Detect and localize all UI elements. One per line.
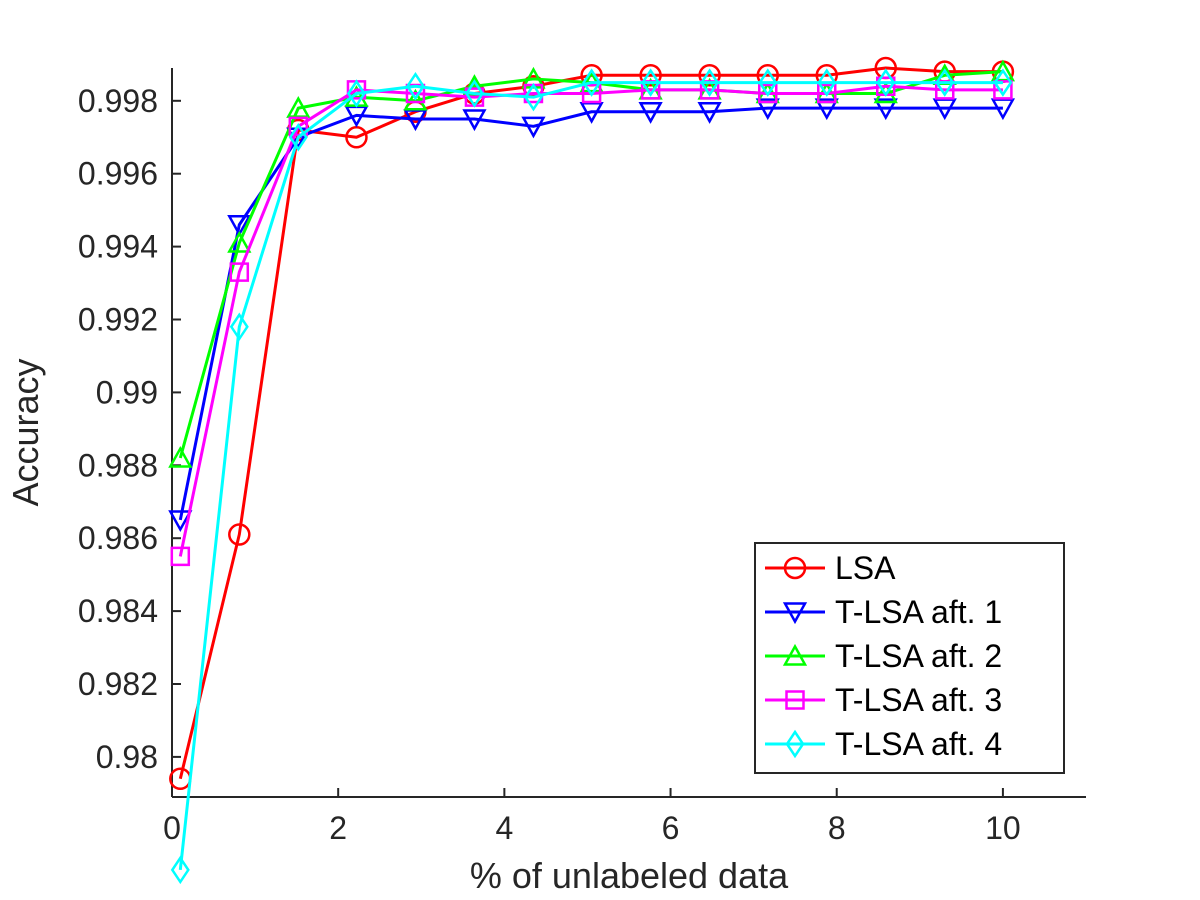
data-point: [697, 101, 722, 124]
legend-marker: [782, 643, 808, 666]
data-point: [521, 66, 546, 89]
x-tick-label: 8: [828, 810, 846, 846]
legend-item: T-LSA aft. 4: [765, 726, 1002, 762]
series-layer: [168, 56, 1016, 885]
series-2: [168, 98, 1016, 533]
data-point: [758, 68, 778, 97]
y-tick-label: 0.998: [78, 83, 158, 119]
data-point: [523, 82, 543, 112]
legend-marker: [785, 690, 805, 710]
x-tick-label: 10: [985, 810, 1021, 846]
series-5: [170, 68, 1013, 885]
legend-label: LSA: [835, 550, 896, 586]
data-point: [288, 123, 308, 152]
y-tick-label: 0.994: [78, 229, 158, 265]
data-point: [935, 68, 955, 97]
y-axis-label: Accuracy: [5, 358, 46, 506]
x-tick-label: 0: [163, 810, 181, 846]
y-tick-label: 0.988: [78, 447, 158, 483]
legend-box: [754, 542, 1065, 774]
legend-item: T-LSA aft. 3: [765, 682, 1002, 718]
data-point: [170, 546, 191, 567]
series-line: [178, 81, 1003, 871]
y-tick-label: 0.996: [78, 156, 158, 192]
y-tick-label: 0.982: [78, 666, 158, 702]
data-point: [876, 68, 896, 97]
legend-marker: [783, 556, 807, 580]
data-point: [464, 79, 484, 108]
legend-label: T-LSA aft. 4: [835, 726, 1002, 762]
data-point: [758, 83, 778, 104]
data-point: [168, 445, 193, 468]
x-axis-label: % of unlabeled data: [470, 855, 789, 896]
series-line: [178, 106, 1003, 521]
data-point: [229, 262, 250, 282]
y-tick-label: 0.98: [96, 739, 158, 775]
data-point: [170, 855, 190, 885]
legend-item: T-LSA aft. 2: [765, 638, 1002, 674]
data-point: [227, 214, 252, 237]
series-4: [170, 76, 1013, 567]
data-point: [993, 80, 1013, 100]
y-tick-label: 0.992: [78, 302, 158, 338]
data-point: [639, 64, 662, 87]
data-point: [168, 510, 193, 533]
data-point: [817, 83, 837, 104]
data-point: [228, 523, 251, 546]
data-point: [288, 116, 309, 137]
data-point: [346, 79, 366, 108]
data-point: [873, 98, 898, 121]
data-point: [814, 98, 839, 121]
data-point: [405, 71, 425, 101]
legend-marker: [785, 729, 805, 759]
legend-label: T-LSA aft. 1: [835, 594, 1002, 630]
data-point: [698, 64, 721, 87]
legend-item: LSA: [765, 550, 896, 586]
data-point: [993, 68, 1013, 97]
legend-label: T-LSA aft. 2: [835, 638, 1002, 674]
y-tick-label: 0.984: [78, 593, 158, 629]
series-line: [178, 84, 1003, 557]
data-point: [817, 68, 837, 97]
data-point: [638, 101, 663, 124]
data-point: [229, 312, 249, 342]
axes: 0 2 4 6 8 10 0.98 0.982 0.984 0.986 0.988 0.99 0.992…: [78, 68, 1086, 846]
data-point: [403, 88, 428, 111]
data-point: [405, 83, 426, 104]
data-point: [581, 83, 602, 104]
x-tick-label: 4: [495, 810, 513, 846]
data-point: [521, 116, 546, 139]
legend-marker: [782, 602, 808, 625]
x-tick-label: 2: [329, 810, 347, 846]
data-point: [873, 81, 898, 104]
y-tick-label: 0.986: [78, 520, 158, 556]
data-point: [755, 98, 780, 121]
data-point: [700, 68, 720, 97]
x-tick-label: 6: [662, 810, 680, 846]
legend-label: T-LSA aft. 3: [835, 682, 1002, 718]
data-point: [462, 109, 487, 132]
legend-item: T-LSA aft. 1: [765, 594, 1002, 630]
data-point: [582, 68, 602, 97]
y-tick-label: 0.99: [96, 374, 158, 410]
data-point: [464, 87, 485, 107]
legend: LSA T-LSA aft. 1 T-LSA aft. 2 T-LSA aft. 3 T…: [754, 542, 1065, 774]
data-point: [641, 68, 661, 97]
data-point: [227, 230, 252, 253]
data-point: [876, 76, 896, 96]
